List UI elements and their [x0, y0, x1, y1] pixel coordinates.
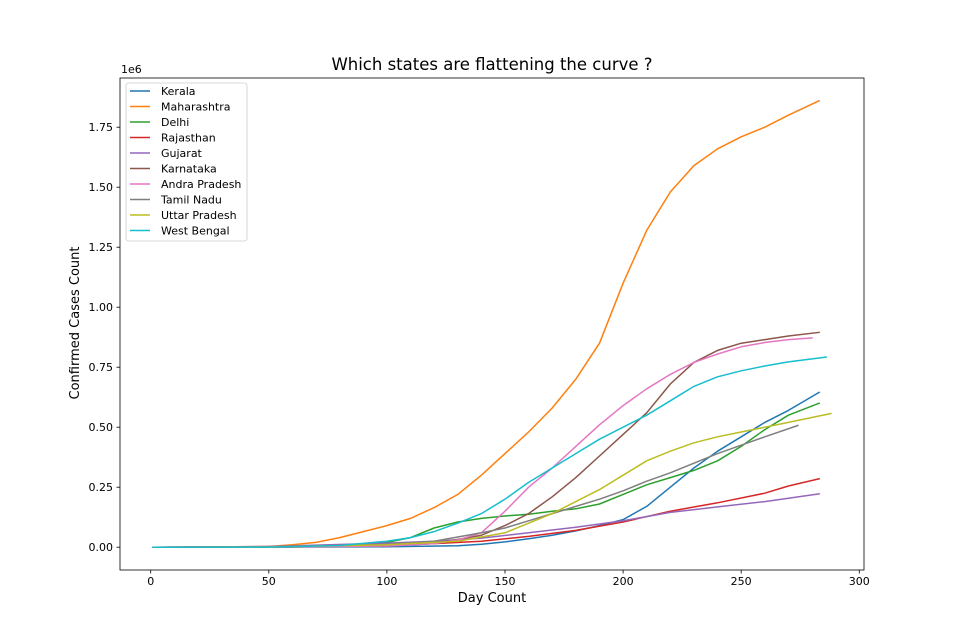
legend-entry: Andra Pradesh	[161, 178, 241, 191]
y-tick-label: 1.75	[89, 121, 114, 134]
legend-entry: Kerala	[161, 85, 196, 98]
series-line-west-bengal	[152, 356, 828, 548]
y-axis-label: Confirmed Cases Count	[68, 247, 83, 400]
chart-text: Which states are flattening the curve ? …	[68, 55, 653, 606]
series-line-tamil-nadu	[152, 424, 799, 548]
series-line-maharashtra	[152, 99, 821, 548]
y-tick-label: 1.00	[89, 301, 114, 314]
legend: Kerala Maharashtra Delhi Rajasthan Gujarat Ka…	[125, 82, 248, 242]
y-tick-label: 0.75	[89, 361, 114, 374]
x-tick-label: 50	[262, 575, 276, 588]
y-tick-label: 0.00	[89, 541, 114, 554]
x-tick-label: 150	[494, 575, 515, 588]
axes: 0 50 100 150 200 250 300 0.00 0.25 0.50 0.75 1.00 1.…	[89, 77, 870, 588]
legend-entry: Delhi	[161, 116, 189, 129]
y-tick-label: 1.25	[89, 241, 114, 254]
x-tick-label: 300	[849, 575, 870, 588]
series-line-uttar-pradesh	[152, 412, 832, 548]
y-tick-label: 0.50	[89, 421, 114, 434]
x-tick-label: 100	[376, 575, 397, 588]
x-tick-label: 200	[613, 575, 634, 588]
legend-entry: Gujarat	[161, 147, 203, 160]
legend-entry: Karnataka	[161, 163, 217, 176]
x-tick-label: 250	[731, 575, 752, 588]
legend-entry: Tamil Nadu	[160, 194, 222, 207]
legend-entry: Uttar Pradesh	[161, 209, 237, 222]
legend-entry: Rajasthan	[161, 132, 216, 145]
chart-title: Which states are flattening the curve ?	[331, 55, 652, 74]
legend-box	[125, 82, 248, 242]
x-tick-label: 0	[147, 575, 154, 588]
plot-area	[152, 99, 832, 548]
x-axis-label: Day Count	[458, 591, 526, 606]
legend-entry: Maharashtra	[161, 101, 231, 114]
y-tick-label: 1.50	[89, 181, 114, 194]
y-axis-offset-label: 1e6	[121, 63, 142, 76]
y-tick-label: 0.25	[89, 481, 114, 494]
legend-entry: West Bengal	[161, 225, 230, 238]
axes-frame	[119, 77, 865, 571]
series-line-andra-pradesh	[152, 337, 813, 548]
